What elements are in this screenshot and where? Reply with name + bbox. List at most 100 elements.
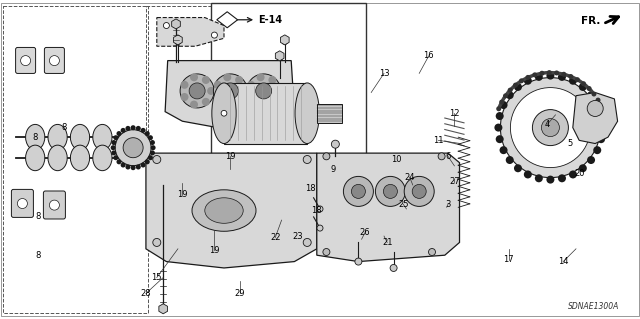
Circle shape (113, 135, 118, 140)
Text: 17: 17 (504, 256, 514, 264)
Circle shape (227, 123, 234, 132)
Circle shape (303, 155, 311, 164)
Circle shape (116, 159, 122, 164)
Circle shape (558, 73, 566, 81)
Circle shape (141, 162, 146, 167)
Circle shape (115, 130, 151, 166)
Circle shape (145, 159, 150, 164)
Circle shape (148, 135, 153, 140)
Circle shape (175, 39, 181, 44)
Circle shape (202, 76, 210, 84)
Circle shape (438, 153, 445, 160)
Circle shape (276, 55, 283, 60)
Circle shape (500, 146, 508, 154)
Circle shape (153, 155, 161, 164)
Circle shape (506, 156, 514, 164)
Circle shape (499, 100, 504, 105)
Circle shape (207, 87, 215, 95)
Ellipse shape (70, 145, 90, 171)
Text: 26: 26 (360, 228, 370, 237)
Text: 8: 8 (36, 251, 41, 260)
Ellipse shape (70, 124, 90, 150)
Text: 20: 20 (574, 169, 584, 178)
Circle shape (332, 140, 339, 148)
Circle shape (351, 184, 365, 198)
Circle shape (317, 225, 323, 231)
Circle shape (214, 93, 222, 101)
Circle shape (525, 75, 531, 80)
Circle shape (317, 206, 323, 212)
Ellipse shape (192, 190, 256, 231)
Ellipse shape (48, 145, 67, 171)
Circle shape (494, 123, 502, 132)
Text: 12: 12 (449, 109, 460, 118)
Circle shape (524, 77, 532, 85)
Polygon shape (573, 93, 618, 144)
Circle shape (49, 200, 60, 210)
Circle shape (247, 81, 255, 89)
Circle shape (221, 110, 227, 116)
Text: 24: 24 (404, 173, 415, 182)
Text: 8: 8 (61, 123, 67, 132)
Text: 10: 10 (392, 155, 402, 164)
Circle shape (274, 87, 282, 95)
Circle shape (535, 174, 543, 182)
Circle shape (532, 72, 538, 77)
Circle shape (540, 71, 545, 76)
Circle shape (120, 128, 125, 133)
Circle shape (596, 98, 600, 103)
FancyBboxPatch shape (44, 191, 65, 219)
Text: 16: 16 (424, 51, 434, 60)
Circle shape (508, 88, 513, 93)
Circle shape (282, 39, 288, 44)
Circle shape (150, 150, 155, 155)
Circle shape (113, 155, 118, 160)
Ellipse shape (205, 198, 243, 223)
Text: 8: 8 (36, 212, 41, 221)
Ellipse shape (26, 124, 45, 150)
Circle shape (524, 170, 532, 178)
Text: 13: 13 (379, 69, 389, 78)
Circle shape (49, 56, 60, 66)
Circle shape (111, 140, 116, 145)
Circle shape (190, 100, 198, 108)
Circle shape (587, 86, 591, 91)
Polygon shape (217, 12, 237, 28)
Polygon shape (165, 61, 294, 128)
Circle shape (268, 98, 276, 106)
Bar (224, 83, 307, 144)
Circle shape (120, 162, 125, 167)
Text: 29: 29 (235, 289, 245, 298)
Circle shape (593, 101, 601, 109)
Text: 18: 18 (305, 184, 316, 193)
Polygon shape (317, 153, 460, 262)
Circle shape (211, 32, 218, 38)
Bar (211, 3, 366, 181)
Circle shape (496, 106, 501, 111)
Text: 15: 15 (152, 273, 162, 282)
Text: 8: 8 (33, 133, 38, 142)
Circle shape (581, 81, 586, 86)
Polygon shape (146, 153, 317, 268)
Circle shape (506, 91, 514, 99)
Circle shape (390, 264, 397, 271)
Circle shape (514, 164, 522, 172)
Circle shape (383, 184, 397, 198)
Ellipse shape (93, 145, 112, 171)
Circle shape (513, 83, 518, 88)
Circle shape (376, 176, 405, 206)
Circle shape (404, 176, 434, 206)
Circle shape (241, 87, 248, 95)
Circle shape (189, 83, 205, 99)
Circle shape (496, 112, 504, 120)
Ellipse shape (212, 83, 236, 144)
Circle shape (503, 93, 508, 98)
Circle shape (17, 198, 28, 209)
Circle shape (597, 135, 605, 143)
Circle shape (587, 156, 595, 164)
Text: 18: 18 (312, 206, 322, 215)
Circle shape (223, 73, 231, 81)
Circle shape (344, 176, 373, 206)
Circle shape (180, 74, 214, 108)
Circle shape (247, 93, 255, 101)
